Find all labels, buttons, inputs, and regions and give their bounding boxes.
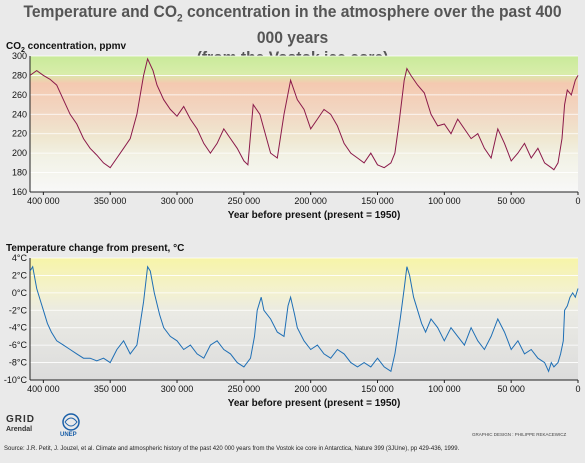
grid-logo: GRID [6, 414, 35, 425]
y-tick-label: -2°C [9, 305, 28, 315]
x-tick-label: 200 000 [294, 196, 327, 206]
y-tick-label: -10°C [4, 375, 28, 385]
x-tick-label: 100 000 [428, 196, 461, 206]
title-text: Temperature and CO [23, 2, 177, 21]
plot-background [30, 258, 578, 380]
unep-logo-text: UNEP [60, 432, 77, 438]
x-tick-label: 0 [575, 384, 580, 394]
x-tick-label: 200 000 [294, 384, 327, 394]
title-subscript: 2 [176, 12, 183, 25]
source-note: Source: J.R. Petit, J. Jouzel, et al. Cl… [4, 446, 460, 452]
series-line [29, 57, 579, 171]
y-tick-label: -8°C [9, 358, 28, 368]
x-tick-label: 300 000 [161, 384, 194, 394]
x-tick-label: 150 000 [361, 196, 394, 206]
x-tick-label: 0 [575, 196, 580, 206]
x-tick-label: 150 000 [361, 384, 394, 394]
y-tick-label: 260 [12, 90, 27, 100]
plot-background [30, 56, 578, 192]
title-text-rest: concentration in the atmosphere over the… [182, 2, 562, 48]
unep-emblem-icon [62, 413, 80, 431]
y-tick-label: -6°C [9, 340, 28, 350]
x-tick-label: 50 000 [497, 384, 525, 394]
y-axis-title: Temperature change from present, °C [6, 243, 184, 254]
x-tick-label: 250 000 [228, 384, 261, 394]
y-tick-label: 220 [12, 129, 27, 139]
y-tick-label: 300 [12, 51, 27, 61]
arendal-logo-text: Arendal [6, 426, 33, 433]
y-tick-label: -4°C [9, 323, 28, 333]
y-tick-label: 240 [12, 109, 27, 119]
x-tick-label: 400 000 [27, 384, 60, 394]
y-tick-label: 160 [12, 187, 27, 197]
x-tick-label: 400 000 [27, 196, 60, 206]
y-tick-label: 180 [12, 168, 27, 178]
y-tick-label: 2°C [12, 270, 28, 280]
x-tick-label: 300 000 [161, 196, 194, 206]
y-tick-label: 0°C [12, 288, 28, 298]
y-axis-title: CO2 concentration, ppmv [6, 41, 126, 54]
series-line [29, 265, 579, 373]
y-tick-label: 280 [12, 70, 27, 80]
y-tick-label: 200 [12, 148, 27, 158]
x-axis-title: Year before present (present = 1950) [228, 210, 401, 221]
x-tick-label: 350 000 [94, 384, 127, 394]
design-credit: GRAPHIC DESIGN : PHILIPPE REKACEWICZ [472, 432, 567, 437]
x-tick-label: 50 000 [497, 196, 525, 206]
x-tick-label: 250 000 [228, 196, 261, 206]
x-tick-label: 350 000 [94, 196, 127, 206]
y-tick-label: 4°C [12, 253, 28, 263]
x-axis-title: Year before present (present = 1950) [228, 398, 401, 409]
x-tick-label: 100 000 [428, 384, 461, 394]
